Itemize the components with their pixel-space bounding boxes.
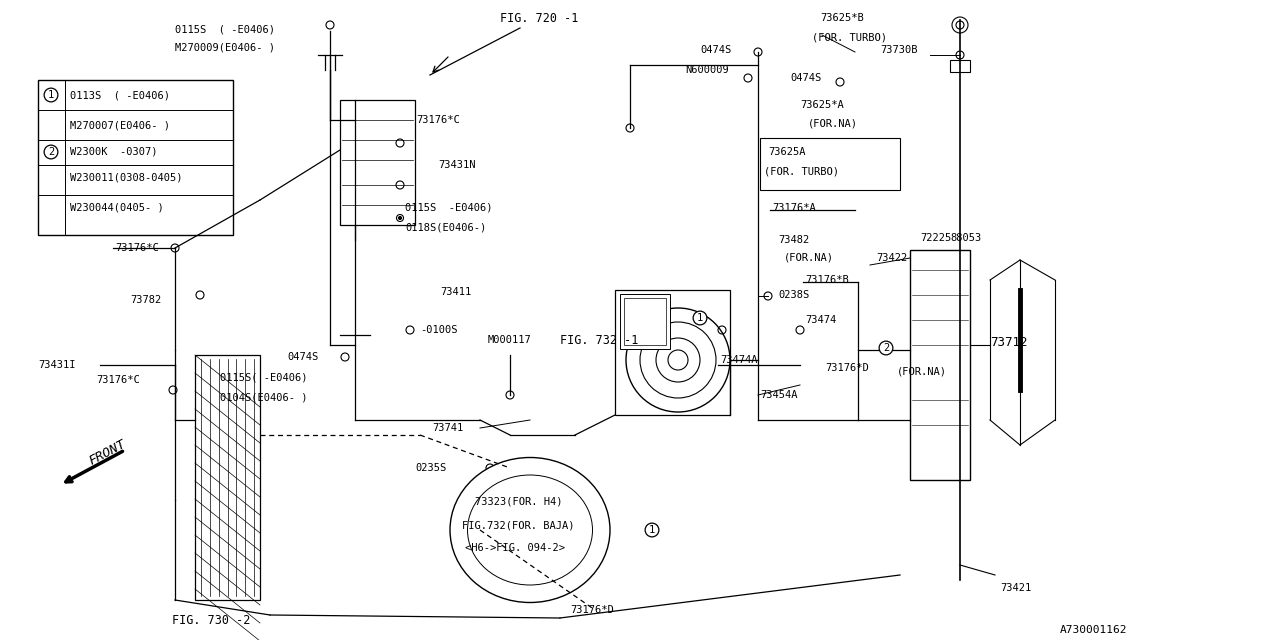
Text: 1: 1 (47, 90, 54, 100)
Text: 1: 1 (649, 525, 655, 535)
Text: (FOR.NA): (FOR.NA) (783, 253, 835, 263)
Text: 0474S: 0474S (287, 352, 319, 362)
Text: 0474S: 0474S (790, 73, 822, 83)
Bar (760, 138, 900, 190)
Text: 2: 2 (47, 147, 54, 157)
Bar (950, 60, 970, 72)
Text: 73176*C: 73176*C (96, 375, 140, 385)
Bar (614, 290, 730, 415)
Text: (FOR.NA): (FOR.NA) (897, 367, 947, 377)
Text: 0113S  ( -E0406): 0113S ( -E0406) (70, 90, 170, 100)
Text: 73625A: 73625A (768, 147, 805, 157)
Text: 73422: 73422 (876, 253, 908, 263)
Bar (620, 294, 669, 349)
Text: 0235S: 0235S (415, 463, 447, 473)
Text: 73323(FOR. H4): 73323(FOR. H4) (475, 497, 562, 507)
Text: 73474: 73474 (805, 315, 836, 325)
Text: 2: 2 (883, 343, 890, 353)
Text: 73431I: 73431I (38, 360, 76, 370)
Text: 0238S: 0238S (778, 290, 809, 300)
Text: 73431N: 73431N (438, 160, 475, 170)
Text: 1: 1 (696, 313, 703, 323)
Ellipse shape (451, 458, 611, 602)
Text: 73454A: 73454A (760, 390, 797, 400)
Text: 73176*C: 73176*C (416, 115, 460, 125)
Text: -0100S: -0100S (420, 325, 457, 335)
Bar (38, 80, 233, 235)
Text: 73176*C: 73176*C (115, 243, 159, 253)
Text: 73176*D: 73176*D (570, 605, 613, 615)
Text: 0115S  ( -E0406): 0115S ( -E0406) (175, 25, 275, 35)
Bar (195, 355, 260, 600)
Text: FIG. 730 -2: FIG. 730 -2 (172, 614, 251, 627)
Text: 73176*A: 73176*A (772, 203, 815, 213)
Text: M270009(E0406- ): M270009(E0406- ) (175, 43, 275, 53)
Text: M000117: M000117 (488, 335, 531, 345)
Text: 73782: 73782 (131, 295, 161, 305)
Bar (625, 298, 666, 345)
Text: (FOR. TURBO): (FOR. TURBO) (764, 167, 838, 177)
Text: 72225: 72225 (920, 233, 951, 243)
Text: N600009: N600009 (685, 65, 728, 75)
Text: FIG. 720 -1: FIG. 720 -1 (500, 12, 579, 24)
Text: 73411: 73411 (440, 287, 471, 297)
Text: 0115S  -E0406): 0115S -E0406) (404, 203, 493, 213)
Text: FRONT: FRONT (87, 438, 128, 468)
Text: 73474A: 73474A (719, 355, 758, 365)
Text: 0115S( -E0406): 0115S( -E0406) (220, 373, 307, 383)
Text: 73741: 73741 (433, 423, 463, 433)
Text: A730001162: A730001162 (1060, 625, 1128, 635)
Text: FIG.732(FOR. BAJA): FIG.732(FOR. BAJA) (462, 520, 575, 530)
Bar (340, 100, 415, 225)
Text: 0118S(E0406-): 0118S(E0406-) (404, 223, 486, 233)
Bar (910, 250, 970, 480)
Text: 0104S(E0406- ): 0104S(E0406- ) (220, 393, 307, 403)
Text: W230044(0405- ): W230044(0405- ) (70, 203, 164, 213)
Text: W230011(0308-0405): W230011(0308-0405) (70, 173, 183, 183)
Circle shape (668, 350, 689, 370)
Text: 88053: 88053 (950, 233, 982, 243)
Text: (FOR. TURBO): (FOR. TURBO) (812, 33, 887, 43)
Text: 73625*A: 73625*A (800, 100, 844, 110)
Text: FIG. 732 -1: FIG. 732 -1 (561, 333, 639, 346)
Text: M270007(E0406- ): M270007(E0406- ) (70, 120, 170, 130)
Text: 73176*D: 73176*D (826, 363, 869, 373)
Text: 73625*B: 73625*B (820, 13, 864, 23)
Text: 73176*B: 73176*B (805, 275, 849, 285)
Text: 73712: 73712 (989, 335, 1028, 349)
Text: (FOR.NA): (FOR.NA) (808, 118, 858, 128)
Text: 73421: 73421 (1000, 583, 1032, 593)
Text: W2300K  -0307): W2300K -0307) (70, 147, 157, 157)
Circle shape (398, 216, 402, 220)
Text: 0474S: 0474S (700, 45, 731, 55)
Text: 73482: 73482 (778, 235, 809, 245)
Text: 73730B: 73730B (881, 45, 918, 55)
Text: <H6->FIG. 094-2>: <H6->FIG. 094-2> (465, 543, 564, 553)
